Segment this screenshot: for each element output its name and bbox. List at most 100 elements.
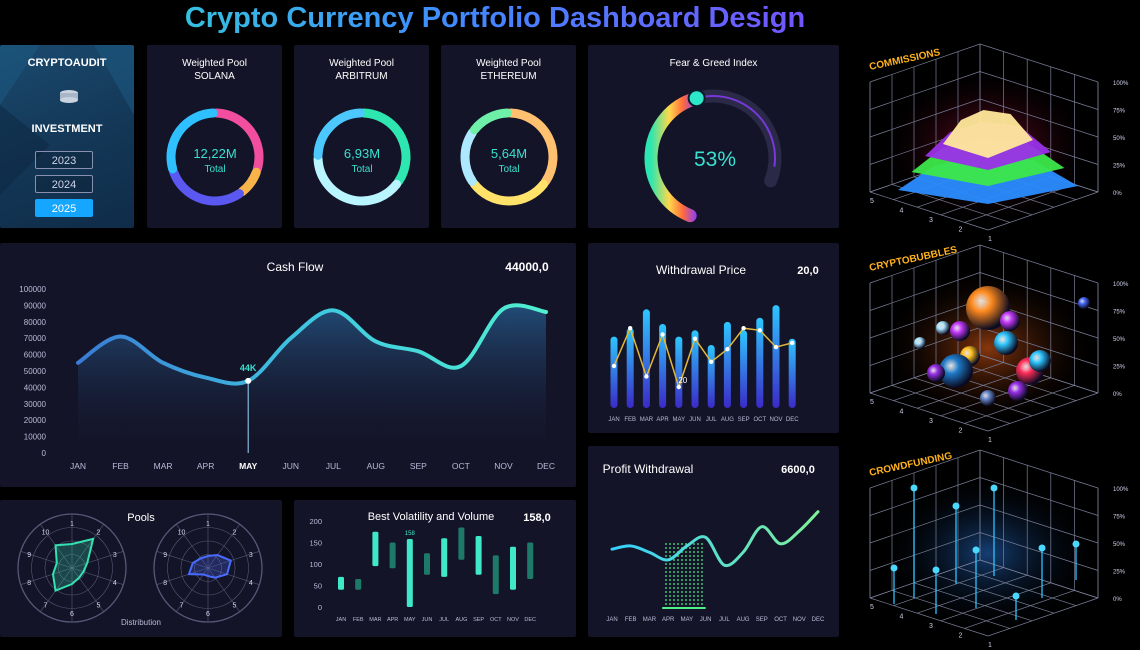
donut-value: 6,93M	[344, 146, 380, 161]
grid-line	[940, 582, 1051, 622]
crowdfunding-cube: 100% 75% 50% 25% 0% 5 4 3 2 1 CROWDFUNDING	[868, 449, 1129, 648]
volatility-bar	[372, 531, 379, 567]
x-tick-label: DEC	[537, 461, 555, 471]
year-button-2024[interactable]: 2024	[35, 175, 93, 193]
depth-tick-label: 3	[929, 217, 933, 224]
chart-title: Profit Withdrawal	[603, 462, 694, 476]
volatility-bar	[527, 542, 534, 580]
x-tick-label: DEC	[812, 617, 825, 623]
x-tick-label: MAY	[681, 617, 694, 623]
depth-tick-label: 2	[959, 227, 963, 234]
bubble	[966, 286, 1010, 330]
x-tick-label: FEB	[353, 617, 364, 623]
volatility-bar	[510, 546, 516, 590]
depth-tick-label: 5	[870, 399, 874, 406]
line-point	[725, 347, 730, 352]
axis-tick-label: 100%	[1113, 81, 1129, 87]
pool-panel-arbitrum: Weighted Pool ARBITRUM 6,93M Total	[294, 45, 429, 228]
radar-series	[51, 537, 95, 593]
donut-segment	[237, 167, 261, 197]
x-tick-label: MAR	[154, 461, 173, 471]
grid-line	[957, 567, 1077, 606]
line-point	[741, 326, 746, 331]
line-point	[790, 340, 795, 346]
donut-segment	[166, 108, 218, 174]
chart-headline: 20,0	[797, 265, 818, 277]
pool-title: Weighted Pool ETHEREUM	[476, 58, 541, 82]
dashboard-title: Crypto Currency Portfolio Dashboard Desi…	[0, 0, 990, 36]
radar-axis-label: 6	[206, 611, 210, 618]
x-tick-label: MAR	[369, 617, 381, 623]
gauge-knob	[687, 89, 706, 108]
pools-radar-panel: Pools Distribution 1 2 3 4 5 6 7 8 9 10 1 2 3 4 5 6 7 8 9 10	[0, 500, 282, 637]
donut-segment	[469, 179, 549, 206]
donut-value: 5,64M	[491, 146, 527, 161]
donut-solana: 12,22M Total	[166, 108, 264, 206]
year-button-2025[interactable]: 2025	[35, 199, 93, 217]
series-line	[610, 510, 820, 568]
bar	[659, 324, 667, 408]
sidebar-section: INVESTMENT	[31, 123, 103, 135]
bar	[756, 317, 764, 408]
bubble	[936, 321, 950, 335]
radar-axis-label: 9	[27, 552, 31, 559]
donut-segment	[506, 108, 558, 186]
stem-point	[952, 502, 960, 510]
depth-tick-label: 2	[959, 428, 963, 435]
bubble	[914, 337, 926, 349]
sidebar-brand: CRYPTOAUDIT	[27, 57, 107, 69]
radar-spoke	[71, 551, 124, 569]
grid-line	[913, 582, 1033, 622]
x-tick-label: AUG	[737, 617, 750, 623]
radar-spoke	[20, 567, 73, 585]
radar-axis-label: 2	[232, 530, 236, 537]
depth-tick-label: 4	[900, 409, 904, 416]
grid-line	[917, 369, 1028, 409]
bar	[626, 328, 634, 408]
pool-panel-ethereum: Weighted Pool ETHEREUM 5,64M Total	[441, 45, 576, 228]
depth-tick-label: 4	[900, 208, 904, 215]
stem-point	[972, 546, 980, 554]
line-point	[628, 326, 633, 331]
x-tick-label: OCT	[490, 617, 502, 623]
chart-headline: 158,0	[523, 512, 551, 524]
volatility-bar	[338, 576, 344, 590]
line-point	[773, 344, 779, 350]
grid-line	[987, 191, 1099, 231]
donut-segment	[212, 108, 264, 174]
bar	[740, 330, 748, 408]
chart-title: Pools	[127, 512, 155, 524]
y-tick-label: 40000	[24, 383, 47, 392]
x-tick-label: APR	[656, 417, 669, 423]
volatility-bar	[475, 536, 482, 575]
x-tick-label: JUN	[700, 617, 712, 623]
radar-axis-label: 9	[163, 552, 167, 559]
y-tick-label: 100	[309, 560, 322, 569]
radar-axis-label: 7	[44, 602, 48, 609]
x-tick-label: SEP	[756, 617, 768, 623]
volatility-chart: Best Volatility and Volume 158,0 0 50 100 150…	[309, 511, 551, 623]
radar-axis-label: 7	[180, 602, 184, 609]
radar-spoke	[156, 567, 209, 585]
radar-axis-label: 8	[27, 580, 31, 587]
y-tick-label: 80000	[24, 318, 47, 327]
volatility-bar	[424, 553, 430, 575]
cash-flow-panel: Cash Flow 44000,0 0 10000 20000 30000 40000 500…	[0, 243, 576, 487]
donut-label: Total	[351, 164, 372, 175]
year-button-2023[interactable]: 2023	[35, 151, 93, 169]
grid-line	[964, 184, 1075, 223]
x-tick-label: MAY	[404, 617, 416, 623]
x-tick-label: AUG	[721, 417, 734, 423]
x-tick-label: NOV	[494, 461, 513, 471]
donut-label: Total	[498, 164, 519, 175]
highlight-label: 44K	[240, 363, 257, 373]
x-tick-label: NOV	[507, 617, 519, 623]
stem-point	[890, 564, 898, 572]
grid-line	[987, 597, 1099, 637]
y-tick-label: 50000	[24, 367, 47, 376]
radar-spoke	[71, 567, 124, 585]
donut-segment	[313, 108, 365, 160]
axis-tick-label: 50%	[1113, 337, 1126, 343]
pool-title: Weighted Pool ARBITRUM	[329, 58, 394, 82]
line-point	[676, 384, 681, 390]
